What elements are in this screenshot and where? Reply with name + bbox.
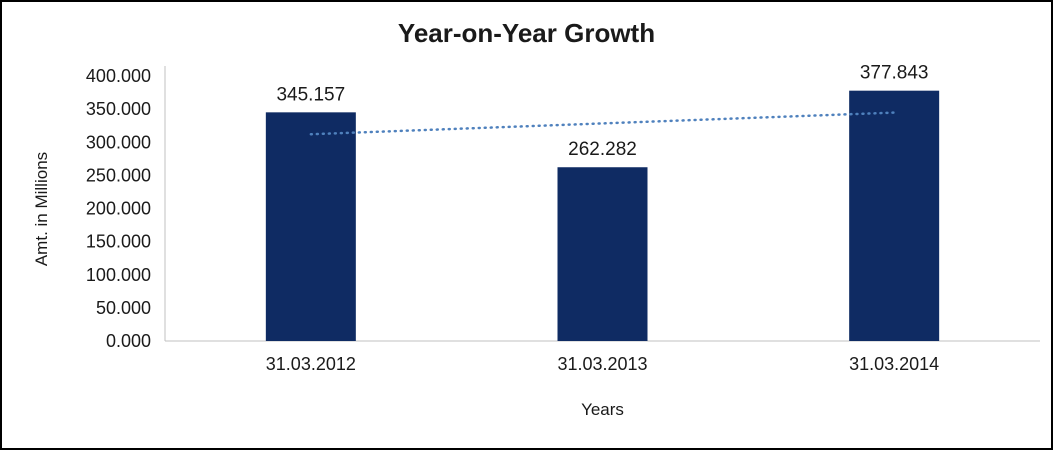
x-tick-label: 31.03.2012 [266,354,356,374]
trendline [309,111,896,136]
x-tick-label: 31.03.2013 [557,354,647,374]
chart-title: Year-on-Year Growth [397,18,656,48]
y-tick-label: 400.000 [86,66,151,86]
bar-31.03.2013 [557,167,648,341]
y-tick-label: 100.000 [86,265,151,285]
y-tick-label: 350.000 [86,99,151,119]
y-tick-label: 50.000 [96,298,151,318]
x-tick-label: 31.03.2014 [849,354,939,374]
y-tick-label: 150.000 [86,232,151,252]
y-tick-label: 300.000 [86,132,151,152]
y-tick-label: 250.000 [86,165,151,185]
bar-value-label: 345.157 [276,84,345,105]
y-tick-label: 0.000 [106,331,151,351]
y-axis-title: Amt. in Millions [32,151,51,267]
bar-value-label: 377.843 [860,63,929,84]
y-tick-label: 200.000 [86,199,151,219]
bar-value-label: 262.282 [568,139,637,160]
bar-31.03.2012 [265,112,356,341]
x-axis-title: Years [581,400,624,419]
bar-31.03.2014 [849,90,940,341]
